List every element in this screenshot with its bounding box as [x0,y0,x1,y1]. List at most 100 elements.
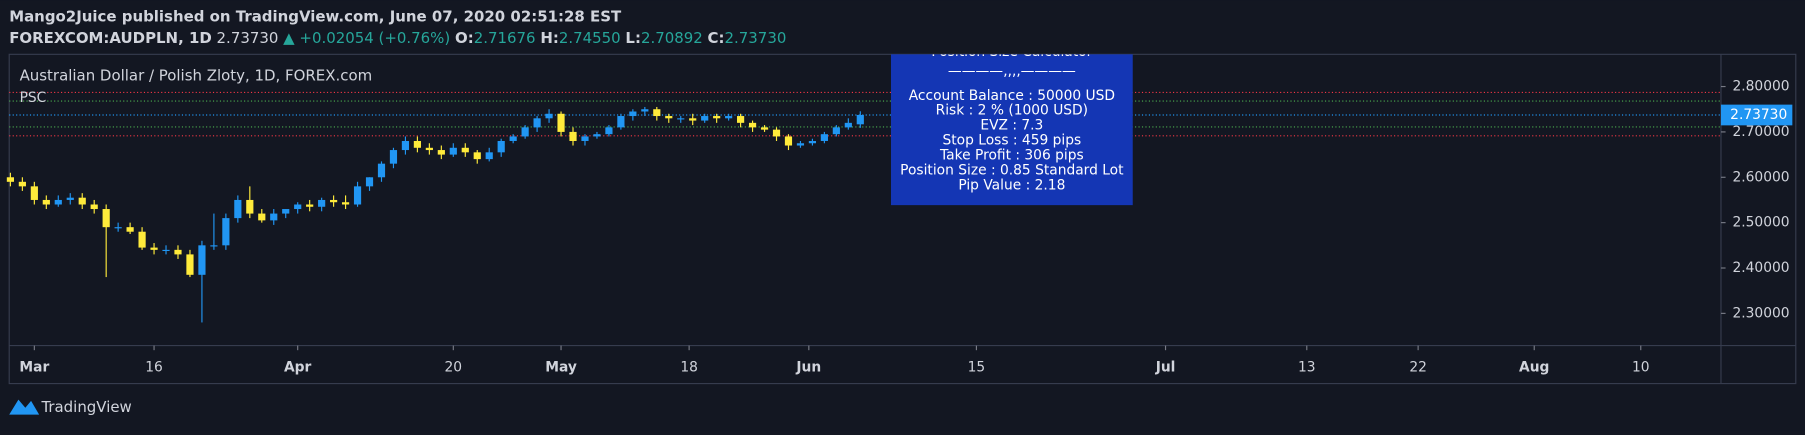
candle-body [246,199,254,214]
info-line: Take Profit : 306 pips [939,148,1084,164]
candle-body [18,181,26,187]
candle-body [30,186,38,200]
candle-body [521,127,529,137]
candle-body [617,116,625,128]
indicator-name: PSC [20,90,47,106]
candle-body [461,147,469,153]
candle-body [677,118,685,120]
candle-body [330,199,338,203]
candle-body [473,152,481,160]
candle-body [593,134,601,137]
publisher-line: Mango2Juice published on TradingView.com… [9,7,622,25]
info-line: Risk : 2 % (1000 USD) [936,103,1088,119]
y-tick-label: 2.60000 [1732,169,1789,185]
l-label: L: [625,29,641,47]
change: ▲ +0.02054 (+0.76%) [283,29,450,47]
h: 2.74550 [559,29,621,47]
x-tick-label: Aug [1519,359,1549,375]
x-tick-label: 13 [1298,359,1316,375]
o: 2.71676 [474,29,536,47]
candle-body [6,177,14,182]
candle-body [258,213,266,221]
candle-body [569,131,577,141]
candle-body [174,249,182,255]
candle-body [270,213,278,221]
candle-body [365,177,374,187]
candle-body [665,116,673,119]
candle-body [437,150,445,155]
candle-body [725,116,733,119]
candle-body [341,202,350,205]
candle-body [162,249,170,252]
candle-body [234,199,242,219]
y-tick-label: 2.70000 [1732,124,1789,140]
candle-body [186,254,194,275]
candle-body [150,247,158,250]
candle-body [581,136,589,141]
publisher: Mango2Juice published on TradingView.com… [9,7,622,25]
info-line: ————‚‚‚‚———— [948,64,1076,80]
candle-body [282,209,290,214]
y-tick-label: 2.30000 [1732,305,1789,321]
candle-body [138,231,146,248]
x-tick-label: May [545,359,577,375]
last-price-tag [1720,104,1793,126]
candle-body [533,118,541,128]
candle-body [701,116,709,121]
x-tick-label: Jul [1155,359,1176,375]
h-label: H: [540,29,559,47]
symbol: FOREXCOM:AUDPLN, 1D [9,29,212,47]
candle-body [485,152,493,160]
candle-body [784,136,793,146]
info-line: Pip Value : 2.18 [958,178,1065,194]
candle-body [497,140,505,153]
last: 2.73730 [217,29,279,47]
candle-body [844,122,852,128]
candle-body [820,134,828,141]
x-tick-label: 18 [680,359,698,375]
x-tick-label: 10 [1632,359,1650,375]
candle-body [545,113,553,119]
candle-body [796,143,805,146]
candle-body [832,127,840,135]
candle-body [222,218,230,246]
candle-body [808,140,817,144]
info-text: Position Size Calculator ————‚‚‚‚———— Acco… [900,44,1124,194]
candle-body [425,147,433,151]
x-tick-label: 16 [145,359,163,375]
candle-body [401,140,410,151]
info-line: Position Size Calculator [931,44,1092,60]
y-tick-label: 2.50000 [1732,215,1789,231]
candle-body [509,136,517,141]
x-tick-label: Mar [19,359,49,375]
y-tick-label: 2.80000 [1732,79,1789,95]
info-line: Position Size : 0.85 Standard Lot [900,163,1124,179]
candle-body [760,127,769,130]
candle-body [78,197,86,205]
info-line: EVZ : 7.3 [980,118,1043,134]
x-tick-label: Jun [795,359,821,375]
candle-body [102,209,110,228]
candle-body [772,129,781,137]
brand: TradingView [40,398,131,416]
info-box [890,54,1133,206]
plot: 2.30000 2.40000 2.50000 2.60000 2.70000 2.800… [6,44,1793,375]
candle-body [557,113,565,132]
x-tick-label: Apr [284,359,312,375]
candle-body [353,186,362,205]
candle-body [413,140,421,148]
info-line: Account Balance : 50000 USD [909,88,1115,104]
info-line: Stop Loss : 459 pips [943,133,1082,149]
quote-line: FOREXCOM:AUDPLN, 1D 2.73730 ▲ +0.02054 (… [9,29,786,47]
candle-body [54,199,62,205]
x-tick-label: 15 [968,359,986,375]
y-tick-label: 2.40000 [1732,260,1789,276]
candle-body [198,245,206,275]
candle-body [90,204,98,210]
candle-body [126,227,134,232]
candle-body [306,204,314,207]
logo [9,399,40,415]
candle-body [114,227,122,229]
